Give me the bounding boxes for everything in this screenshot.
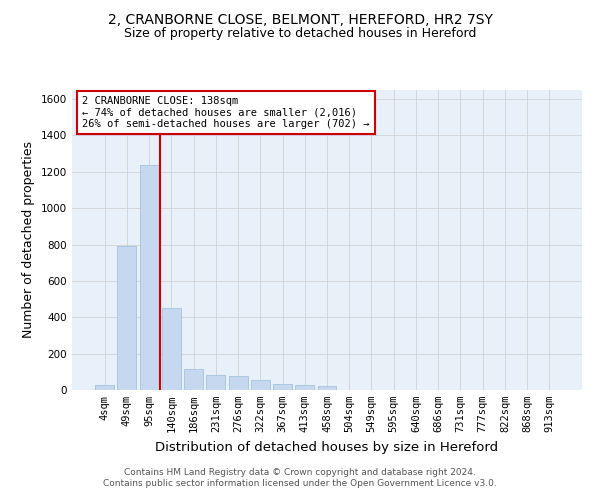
Text: Contains HM Land Registry data © Crown copyright and database right 2024.
Contai: Contains HM Land Registry data © Crown c… bbox=[103, 468, 497, 487]
Bar bbox=[251, 380, 270, 390]
Bar bbox=[206, 376, 225, 390]
Bar bbox=[184, 369, 203, 390]
Bar bbox=[162, 308, 181, 390]
Bar bbox=[140, 164, 158, 390]
Bar bbox=[273, 384, 292, 390]
Bar bbox=[229, 376, 248, 390]
X-axis label: Distribution of detached houses by size in Hereford: Distribution of detached houses by size … bbox=[155, 440, 499, 454]
Text: 2, CRANBORNE CLOSE, BELMONT, HEREFORD, HR2 7SY: 2, CRANBORNE CLOSE, BELMONT, HEREFORD, H… bbox=[107, 12, 493, 26]
Bar bbox=[118, 246, 136, 390]
Y-axis label: Number of detached properties: Number of detached properties bbox=[22, 142, 35, 338]
Bar bbox=[95, 386, 114, 390]
Text: Size of property relative to detached houses in Hereford: Size of property relative to detached ho… bbox=[124, 28, 476, 40]
Text: 2 CRANBORNE CLOSE: 138sqm
← 74% of detached houses are smaller (2,016)
26% of se: 2 CRANBORNE CLOSE: 138sqm ← 74% of detac… bbox=[82, 96, 370, 129]
Bar bbox=[317, 386, 337, 390]
Bar bbox=[295, 384, 314, 390]
